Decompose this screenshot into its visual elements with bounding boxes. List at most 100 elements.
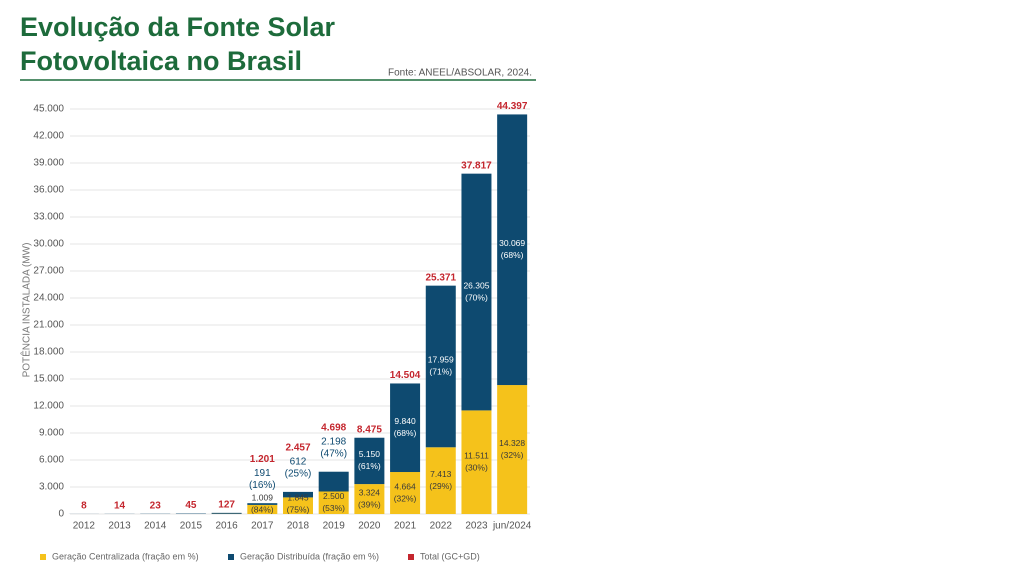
segment-label: 3.324 bbox=[359, 487, 381, 497]
y-tick-label: 24.000 bbox=[33, 293, 64, 304]
x-tick-label: jun/2024 bbox=[492, 521, 532, 532]
y-tick-label: 30.000 bbox=[33, 239, 64, 250]
y-tick-label: 3.000 bbox=[39, 482, 64, 493]
total-label: 1.201 bbox=[250, 454, 275, 465]
bar-segment bbox=[318, 491, 349, 514]
segment-share: (70%) bbox=[465, 292, 488, 302]
total-label: 8.475 bbox=[357, 424, 382, 435]
x-tick-label: 2022 bbox=[430, 521, 453, 532]
bar-segment bbox=[390, 472, 421, 514]
bar-segment bbox=[425, 447, 456, 514]
y-axis-label: POTÊNCIA INSTALADA (MW) bbox=[20, 243, 33, 378]
total-label: 25.371 bbox=[425, 272, 456, 283]
segment-label: 1.845 bbox=[287, 492, 309, 502]
legend-swatch bbox=[228, 554, 234, 560]
segment-label: 26.305 bbox=[463, 280, 489, 290]
source: Fonte: ANEEL/ABSOLAR, 2024. bbox=[388, 68, 532, 79]
total-label: 37.817 bbox=[461, 160, 492, 171]
y-tick-label: 18.000 bbox=[33, 347, 64, 358]
legend-label: Total (GC+GD) bbox=[420, 551, 480, 561]
x-tick-label: 2019 bbox=[323, 521, 346, 532]
x-tick-label: 2021 bbox=[394, 521, 417, 532]
bar-segment bbox=[461, 410, 492, 514]
total-label: 14 bbox=[114, 501, 126, 512]
bar-segment bbox=[211, 512, 242, 514]
x-tick-label: 2023 bbox=[465, 521, 488, 532]
bar-segment bbox=[425, 285, 456, 448]
segment-label: 9.840 bbox=[394, 416, 416, 426]
y-tick-label: 0 bbox=[58, 509, 64, 520]
segment-share: (30%) bbox=[465, 462, 488, 472]
chart-title: Fotovoltaica no Brasil bbox=[20, 46, 302, 76]
x-tick-label: 2018 bbox=[287, 521, 310, 532]
y-tick-label: 33.000 bbox=[33, 212, 64, 223]
segment-label: 5.150 bbox=[359, 449, 381, 459]
bar-segment bbox=[461, 173, 492, 411]
segment-label: 7.413 bbox=[430, 469, 452, 479]
y-tick-label: 9.000 bbox=[39, 428, 64, 439]
x-tick-label: 2012 bbox=[73, 521, 96, 532]
segment-share: (75%) bbox=[287, 504, 310, 514]
segment-share: (61%) bbox=[358, 461, 381, 471]
x-tick-label: 2013 bbox=[108, 521, 131, 532]
bar-segment bbox=[497, 385, 528, 514]
y-tick-label: 42.000 bbox=[33, 131, 64, 142]
y-tick-label: 6.000 bbox=[39, 455, 64, 466]
y-tick-label: 15.000 bbox=[33, 374, 64, 385]
legend-label: Geração Distribuída (fração em %) bbox=[240, 551, 379, 561]
bar-segment bbox=[390, 383, 421, 473]
segment-label: 2.198 bbox=[321, 436, 346, 447]
segment-share: (25%) bbox=[285, 469, 312, 480]
segment-label: 1.009 bbox=[252, 492, 274, 502]
segment-label: 17.959 bbox=[428, 355, 454, 365]
total-label: 23 bbox=[150, 500, 162, 511]
segment-share: (32%) bbox=[501, 450, 524, 460]
segment-share: (32%) bbox=[394, 493, 417, 503]
total-label: 127 bbox=[218, 499, 235, 510]
total-label: 8 bbox=[81, 501, 87, 512]
segment-share: (68%) bbox=[501, 250, 524, 260]
segment-share: (84%) bbox=[251, 504, 274, 514]
bar-segment bbox=[247, 504, 278, 514]
segment-share: (29%) bbox=[429, 481, 452, 491]
segment-share: (39%) bbox=[358, 499, 381, 509]
segment-share: (53%) bbox=[322, 503, 345, 513]
legend-label: Geração Centralizada (fração em %) bbox=[52, 551, 199, 561]
total-label: 45 bbox=[185, 500, 197, 511]
chart-title: Evolução da Fonte Solar bbox=[20, 12, 336, 42]
segment-share: (71%) bbox=[429, 367, 452, 377]
total-label: 2.457 bbox=[285, 443, 310, 454]
y-tick-label: 36.000 bbox=[33, 185, 64, 196]
segment-share: (68%) bbox=[394, 428, 417, 438]
total-label: 44.397 bbox=[497, 101, 528, 112]
segment-label: 4.664 bbox=[394, 481, 416, 491]
bar-segment bbox=[283, 491, 313, 498]
segment-label: 2.500 bbox=[323, 491, 345, 501]
bar-segment bbox=[247, 503, 278, 505]
segment-label: 11.511 bbox=[464, 450, 489, 460]
legend-swatch bbox=[408, 554, 414, 560]
bar-segment bbox=[354, 437, 385, 485]
legend-swatch bbox=[40, 554, 46, 560]
y-tick-label: 39.000 bbox=[33, 158, 64, 169]
segment-label: 612 bbox=[290, 457, 307, 468]
bar-segment bbox=[318, 471, 349, 492]
y-tick-label: 12.000 bbox=[33, 401, 64, 412]
segment-label: 14.328 bbox=[499, 438, 525, 448]
segment-label: 191 bbox=[254, 468, 271, 479]
segment-label: 30.069 bbox=[499, 238, 525, 248]
total-label: 14.504 bbox=[390, 370, 421, 381]
bar-segment bbox=[497, 114, 528, 386]
total-label: 4.698 bbox=[321, 422, 346, 433]
bar-segment bbox=[354, 484, 385, 514]
x-tick-label: 2014 bbox=[144, 521, 167, 532]
y-tick-label: 21.000 bbox=[33, 320, 64, 331]
bar-segment bbox=[283, 497, 313, 514]
y-tick-label: 45.000 bbox=[33, 104, 64, 115]
segment-share: (47%) bbox=[320, 448, 347, 459]
x-tick-label: 2017 bbox=[251, 521, 274, 532]
x-tick-label: 2015 bbox=[180, 521, 203, 532]
y-tick-label: 27.000 bbox=[33, 266, 64, 277]
segment-share: (16%) bbox=[249, 480, 276, 491]
